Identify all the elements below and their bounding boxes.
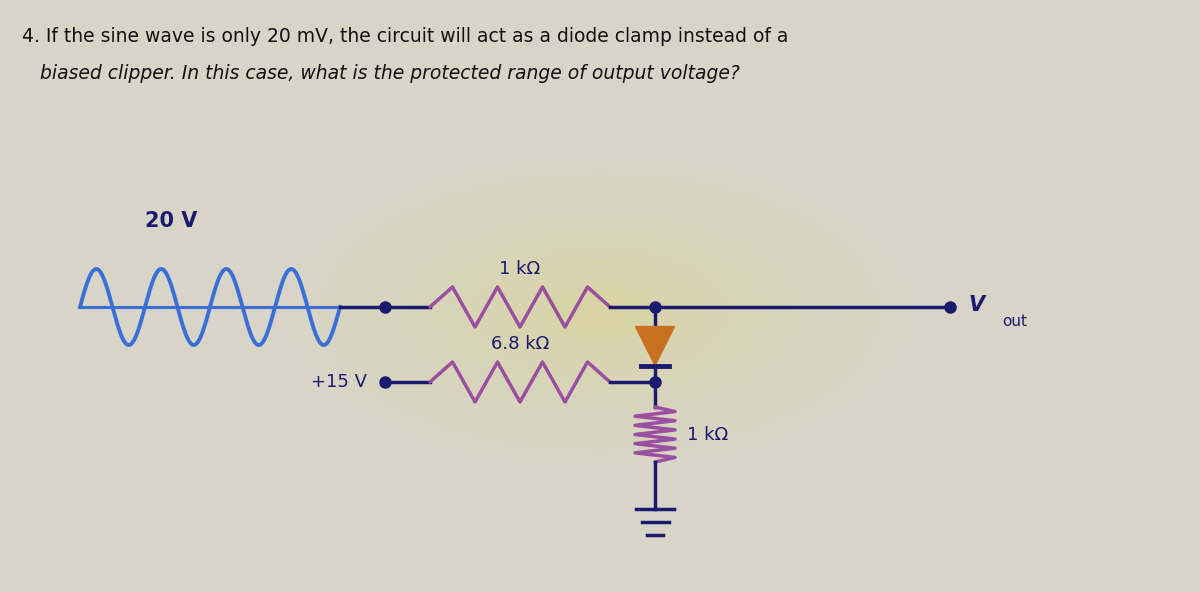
Polygon shape xyxy=(636,327,674,365)
Text: V: V xyxy=(968,295,984,315)
Text: 1 kΩ: 1 kΩ xyxy=(686,426,728,443)
Text: biased clipper. In this case, what is the protected range of output voltage?: biased clipper. In this case, what is th… xyxy=(22,64,740,83)
Text: 6.8 kΩ: 6.8 kΩ xyxy=(491,335,550,353)
Text: out: out xyxy=(1002,314,1027,329)
Text: +15 V: +15 V xyxy=(311,373,367,391)
Text: 4. If the sine wave is only 20 mV, the circuit will act as a diode clamp instead: 4. If the sine wave is only 20 mV, the c… xyxy=(22,27,788,46)
Text: 1 kΩ: 1 kΩ xyxy=(499,260,540,278)
Text: 20 V: 20 V xyxy=(145,211,197,231)
